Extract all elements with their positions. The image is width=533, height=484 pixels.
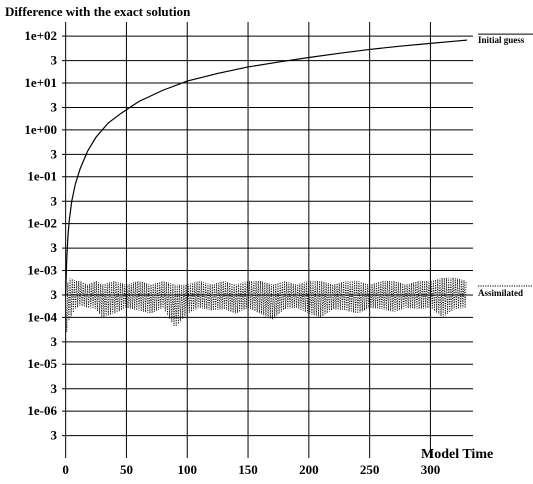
y-tick-label: 1e-02 <box>27 216 57 231</box>
series-assimilated <box>65 277 467 332</box>
y-tick-label: 3 <box>51 428 58 443</box>
y-tick-label: 3 <box>51 146 58 161</box>
x-tick-label: 200 <box>299 462 319 477</box>
series-initial-guess <box>65 39 467 296</box>
x-tick-label: 250 <box>360 462 380 477</box>
y-tick-label: 1e-04 <box>27 309 57 324</box>
y-tick-label: 3 <box>51 53 58 68</box>
y-tick-label: 1e-06 <box>27 403 57 418</box>
chart-title: Difference with the exact solution <box>5 4 191 19</box>
y-tick-label: 1e+00 <box>24 122 57 137</box>
y-tick-label: 1e-01 <box>27 169 57 184</box>
x-tick-label: 100 <box>177 462 197 477</box>
y-tick-labels: 1e+02 3 1e+01 3 1e+00 3 1e-01 3 1e-02 3 1e-03 3 1e-0… <box>24 28 57 443</box>
y-tick-label: 1e-03 <box>27 262 57 277</box>
grid <box>62 22 473 458</box>
x-axis-label: Model Time <box>421 447 493 462</box>
series-layer <box>65 39 467 332</box>
y-tick-label: 3 <box>51 334 58 349</box>
x-tick-label: 300 <box>421 462 441 477</box>
y-tick-label: 3 <box>51 99 58 114</box>
x-tick-label: 50 <box>120 462 133 477</box>
legend-label-assimilated: Assimilated <box>478 288 523 298</box>
y-tick-label: 3 <box>51 193 58 208</box>
y-tick-label: 3 <box>51 287 58 302</box>
y-tick-label: 1e-05 <box>27 356 57 371</box>
legend-label-initial-guess: Initial guess <box>478 35 525 45</box>
y-tick-label: 1e+02 <box>24 28 57 43</box>
y-tick-label: 1e+01 <box>24 75 57 90</box>
y-tick-label: 3 <box>51 240 58 255</box>
x-tick-label: 0 <box>62 462 69 477</box>
y-tick-label: 3 <box>51 381 58 396</box>
x-tick-labels: 0 50 100 150 200 250 300 <box>62 462 440 477</box>
x-tick-label: 150 <box>238 462 258 477</box>
legend: Initial guess Assimilated <box>478 33 533 298</box>
